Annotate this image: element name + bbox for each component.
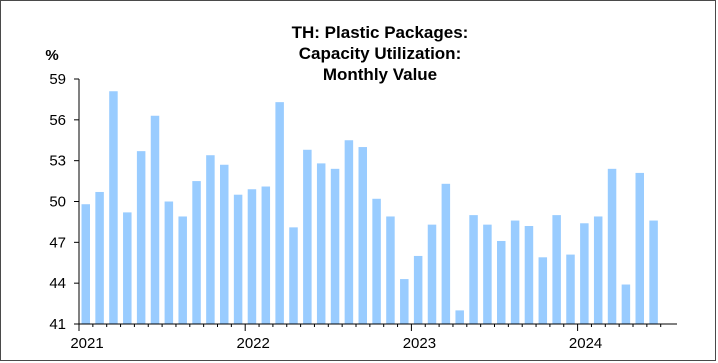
bar <box>621 284 631 324</box>
bar <box>81 204 90 324</box>
bar <box>150 115 160 324</box>
y-tick-label: 50 <box>49 194 66 211</box>
bar <box>427 224 437 324</box>
bar <box>524 226 534 324</box>
chart-title-line-1: TH: Plastic Packages: <box>292 23 469 42</box>
bar <box>330 168 340 324</box>
bar <box>275 102 284 324</box>
chart-title-line-2: Capacity Utilization: <box>299 44 461 63</box>
bar <box>635 172 644 324</box>
bar <box>303 149 312 324</box>
bar <box>386 216 395 324</box>
x-tick-label: 2021 <box>70 335 103 352</box>
bar <box>441 183 451 324</box>
x-tick-label: 2022 <box>237 335 270 352</box>
bar <box>358 147 367 324</box>
bar <box>400 279 409 324</box>
y-axis: 41 44 47 50 53 56 59 <box>49 71 80 333</box>
bar <box>497 240 506 324</box>
chart-title-line-3: Monthly Value <box>323 65 437 84</box>
y-tick-label: 44 <box>49 275 66 292</box>
bar <box>552 215 561 324</box>
bar <box>372 198 381 324</box>
bar <box>483 224 492 324</box>
bar <box>247 189 257 324</box>
x-axis: 2021 2022 2023 2024 <box>70 323 677 352</box>
x-tick-label: 2023 <box>403 335 436 352</box>
bar <box>95 191 104 324</box>
y-tick-label: 41 <box>49 316 66 333</box>
bar <box>289 227 298 324</box>
y-tick-label: 53 <box>49 153 66 170</box>
bar <box>580 223 589 324</box>
bar <box>455 310 464 324</box>
bar <box>178 216 187 324</box>
x-tick-label: 2024 <box>569 335 602 352</box>
bars-group <box>81 91 658 324</box>
bar <box>469 215 478 324</box>
bar <box>206 155 215 324</box>
bar <box>649 220 658 324</box>
bar <box>316 163 326 324</box>
y-tick-label: 59 <box>49 71 66 88</box>
bar <box>607 168 617 324</box>
bar <box>538 257 548 324</box>
y-tick-label: 56 <box>49 112 66 129</box>
bar <box>220 164 229 324</box>
bar <box>233 194 243 324</box>
bar <box>344 140 354 324</box>
bar <box>136 151 146 324</box>
bar <box>109 91 118 324</box>
y-tick-label: 47 <box>49 234 66 251</box>
y-axis-unit-label: % <box>45 47 58 64</box>
bar <box>164 201 174 324</box>
bar <box>123 212 132 324</box>
bar <box>261 186 271 324</box>
bar <box>566 254 575 324</box>
bar <box>510 220 520 324</box>
bar <box>192 181 201 324</box>
chart-title: TH: Plastic Packages: Capacity Utilizati… <box>292 23 469 84</box>
bar <box>593 216 603 324</box>
bar <box>413 255 423 324</box>
